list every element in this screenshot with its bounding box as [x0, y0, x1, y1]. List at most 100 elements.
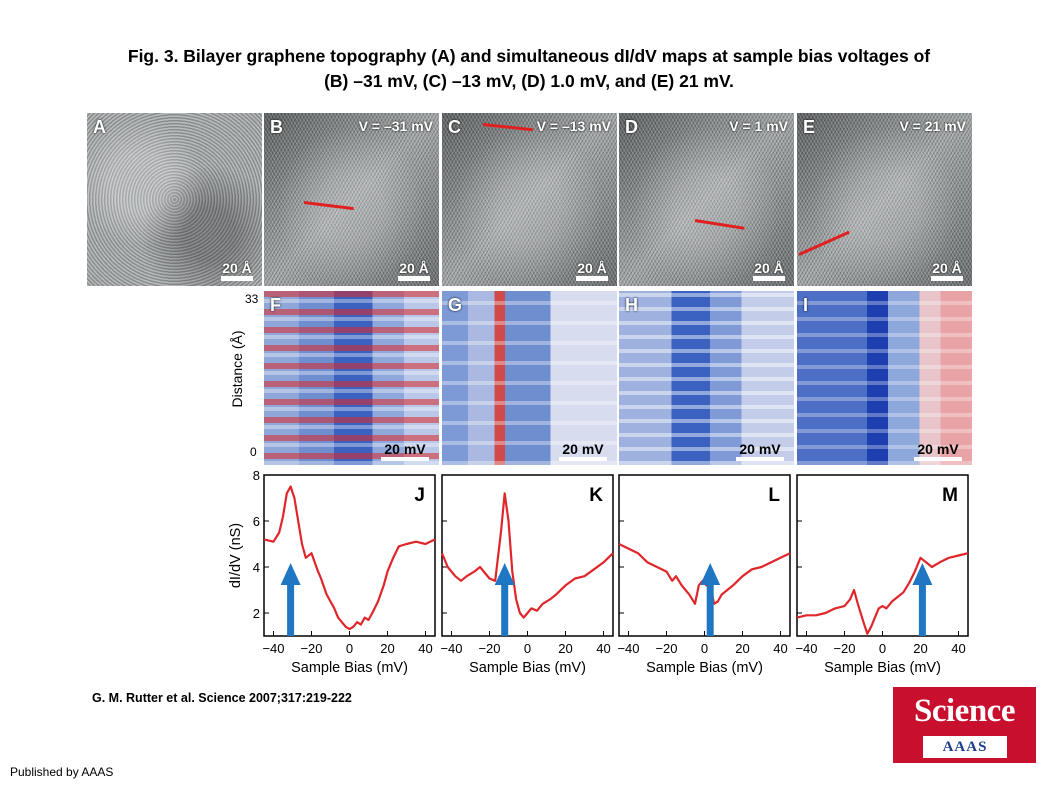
xtick-label-j: 40	[418, 641, 432, 656]
xtick-label-m: 0	[879, 641, 886, 656]
ytick-label-j: 8	[253, 468, 260, 483]
stm-scalebar-label: 20 Å	[222, 260, 252, 276]
xtick-label-j: −40	[262, 641, 284, 656]
map-scalebar-label: 20 mV	[562, 441, 604, 457]
xtick-label-j: 0	[346, 641, 353, 656]
chart-panel-letter-j: J	[414, 485, 425, 506]
publisher-note: Published by AAAS	[10, 765, 114, 779]
dIdV-map-f: F 20 mV	[264, 291, 439, 465]
stm-panel-letter: A	[93, 117, 106, 137]
dIdV-map-h: H 20 mV	[619, 291, 794, 465]
stm-scalebar: 20 Å	[751, 261, 787, 281]
chart-panel-letter-m: M	[942, 485, 958, 506]
stm-panel-d: D V = 1 mV 20 Å	[619, 113, 794, 286]
ytick-label-j: 2	[253, 606, 260, 621]
figure-title: Fig. 3. Bilayer graphene topography (A) …	[20, 44, 1038, 94]
xtick-label-l: 20	[735, 641, 749, 656]
map-panel-letter: F	[270, 295, 281, 315]
stm-panel-voltage: V = 21 mV	[899, 118, 966, 134]
stm-scalebar-label: 20 Å	[577, 260, 607, 276]
dIdV-map-i: I 20 mV	[797, 291, 972, 465]
xtick-label-l: −20	[655, 641, 677, 656]
ytick-label-j: 4	[253, 560, 260, 575]
map-scalebar-bar	[559, 457, 607, 461]
xlabel-k: Sample Bias (mV)	[469, 660, 586, 676]
logo-wordmark: Science	[914, 693, 1015, 729]
xtick-label-k: −20	[478, 641, 500, 656]
chart-frame-m	[796, 474, 969, 637]
xlabel-l: Sample Bias (mV)	[646, 660, 763, 676]
stm-panel-letter: C	[448, 117, 461, 137]
chart-panel-letter-k: K	[589, 485, 603, 506]
chart-frame-l	[618, 474, 791, 637]
xtick-label-j: −20	[300, 641, 322, 656]
stm-panel-a: A 20 Å	[87, 113, 262, 286]
spectrum-line-k	[440, 492, 614, 619]
stm-scalebar-bar	[221, 276, 253, 281]
stm-panel-b: B V = –31 mV 20 Å	[264, 113, 439, 286]
figure-title-line2: (B) –31 mV, (C) –13 mV, (D) 1.0 mV, and …	[324, 71, 734, 91]
xtick-label-j: 20	[380, 641, 394, 656]
map-scalebar-bar	[914, 457, 962, 461]
stm-panel-voltage: V = 1 mV	[729, 118, 788, 134]
chart-frame-k	[441, 474, 614, 637]
map-scalebar: 20 mV	[377, 442, 433, 461]
stm-scalebar: 20 Å	[219, 261, 255, 281]
map-scalebar-label: 20 mV	[384, 441, 426, 457]
map-scalebar: 20 mV	[732, 442, 788, 461]
maps-ytick-top: 33	[245, 292, 259, 306]
map-scalebar-bar	[381, 457, 429, 461]
xtick-label-k: 20	[558, 641, 572, 656]
stm-scalebar: 20 Å	[929, 261, 965, 281]
stm-scalebar-bar	[753, 276, 785, 281]
citation: G. M. Rutter et al. Science 2007;317:219…	[92, 691, 352, 705]
xtick-label-l: −40	[617, 641, 639, 656]
map-panel-letter: G	[448, 295, 463, 315]
peak-arrow-head-k	[494, 563, 515, 585]
stm-scalebar-label: 20 Å	[932, 260, 962, 276]
science-aaas-logo: Science AAAS	[893, 687, 1036, 763]
spectrum-line-j	[263, 485, 436, 631]
xtick-label-m: −40	[795, 641, 817, 656]
peak-arrow-head-j	[280, 563, 301, 585]
dIdV-map-g: G 20 mV	[442, 291, 617, 465]
map-scalebar: 20 mV	[910, 442, 966, 461]
stm-panel-letter: B	[270, 117, 283, 137]
map-panel-letter: I	[803, 295, 809, 315]
xtick-label-k: 40	[596, 641, 610, 656]
stm-scalebar-label: 20 Å	[399, 260, 429, 276]
stm-panel-e: E V = 21 mV 20 Å	[797, 113, 972, 286]
ytick-label-j: 6	[253, 514, 260, 529]
stm-panel-letter: D	[625, 117, 638, 137]
xlabel-m: Sample Bias (mV)	[824, 660, 941, 676]
xtick-label-k: 0	[524, 641, 531, 656]
stm-scalebar-bar	[576, 276, 608, 281]
peak-arrow-head-m	[912, 563, 933, 585]
stm-panel-voltage: V = –13 mV	[536, 118, 611, 134]
map-scalebar-bar	[736, 457, 784, 461]
map-scalebar-label: 20 mV	[739, 441, 781, 457]
stm-panel-c: C V = –13 mV 20 Å	[442, 113, 617, 286]
chart-panel-letter-l: L	[768, 485, 780, 506]
ylabel-j: dI/dV (nS)	[228, 523, 244, 588]
xtick-label-l: 40	[773, 641, 787, 656]
stm-scalebar-label: 20 Å	[754, 260, 784, 276]
map-scalebar: 20 mV	[555, 442, 611, 461]
stm-panel-voltage: V = –31 mV	[358, 118, 433, 134]
stm-scalebar: 20 Å	[574, 261, 610, 281]
xtick-label-l: 0	[701, 641, 708, 656]
spectrum-line-m	[796, 552, 969, 635]
xtick-label-k: −40	[440, 641, 462, 656]
stm-scalebar-bar	[398, 276, 430, 281]
xlabel-j: Sample Bias (mV)	[291, 660, 408, 676]
peak-arrow-head-l	[700, 563, 721, 585]
stm-scalebar: 20 Å	[396, 261, 432, 281]
logo-aaas: AAAS	[923, 736, 1007, 758]
map-scalebar-label: 20 mV	[917, 441, 959, 457]
figure-title-line1: Fig. 3. Bilayer graphene topography (A) …	[127, 46, 931, 66]
maps-ytick-bottom: 0	[250, 445, 257, 459]
stm-panel-letter: E	[803, 117, 816, 137]
xtick-label-m: 20	[913, 641, 927, 656]
map-panel-letter: H	[625, 295, 638, 315]
